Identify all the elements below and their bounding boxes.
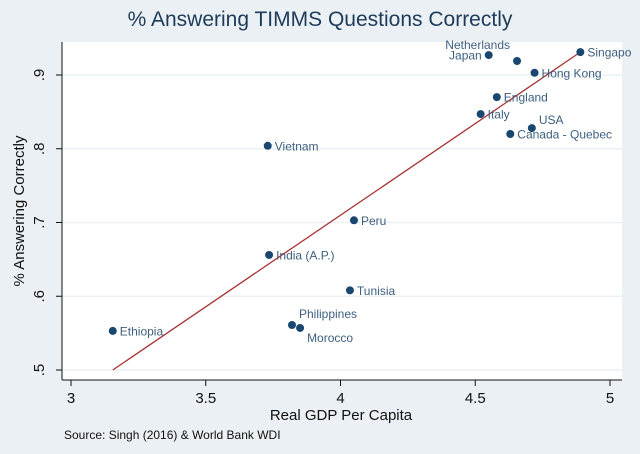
data-point — [530, 68, 539, 77]
data-point — [506, 130, 515, 138]
y-tick-label: .8 — [31, 142, 48, 155]
x-tick-label: 5 — [606, 390, 614, 407]
y-tick-label: .5 — [31, 364, 48, 377]
chart-title: % Answering TIMMS Questions Correctly — [127, 8, 513, 31]
point-label: India (A.P.) — [276, 248, 334, 262]
data-point — [108, 326, 117, 335]
point-label: Japan — [449, 49, 482, 63]
point-label: Vietnam — [275, 139, 319, 153]
data-point — [345, 286, 354, 295]
data-point — [576, 48, 585, 57]
data-point — [265, 250, 274, 259]
point-label: Singapo — [587, 46, 631, 60]
data-point — [476, 110, 485, 119]
point-label: Peru — [361, 214, 386, 228]
fit-line — [112, 51, 581, 371]
point-label: England — [504, 91, 548, 105]
y-tick-label: .9 — [31, 69, 48, 82]
x-tick-label: 3 — [67, 390, 75, 407]
x-tick-label: 4 — [336, 390, 344, 407]
point-label: Ethiopia — [120, 324, 164, 338]
y-tick-label: .6 — [31, 290, 48, 303]
data-point — [527, 124, 536, 133]
source-note: Source: Singh (2016) & World Bank WDI — [64, 428, 281, 442]
plot-area — [62, 42, 622, 380]
data-point — [287, 321, 296, 330]
point-label: USA — [539, 113, 564, 127]
data-point — [513, 56, 522, 65]
data-point — [484, 51, 493, 60]
x-tick-label: 4.5 — [465, 390, 486, 407]
point-label: Netherlands — [445, 38, 510, 52]
data-point — [349, 216, 358, 225]
point-label: Philippines — [299, 307, 357, 321]
point-label: Morocco — [307, 331, 353, 345]
point-label: Canada - Quebec — [517, 128, 612, 142]
x-axis-label: Real GDP Per Capita — [270, 407, 413, 424]
data-point — [492, 93, 501, 102]
point-label: Tunisia — [357, 284, 396, 298]
point-label: Italy — [488, 108, 510, 122]
y-axis-label: % Answering Correctly — [11, 135, 28, 286]
y-tick-label: .7 — [31, 216, 48, 229]
point-label: Hong Kong — [542, 66, 602, 80]
data-point — [263, 141, 272, 150]
data-point — [296, 323, 305, 332]
x-tick-label: 3.5 — [195, 390, 216, 407]
